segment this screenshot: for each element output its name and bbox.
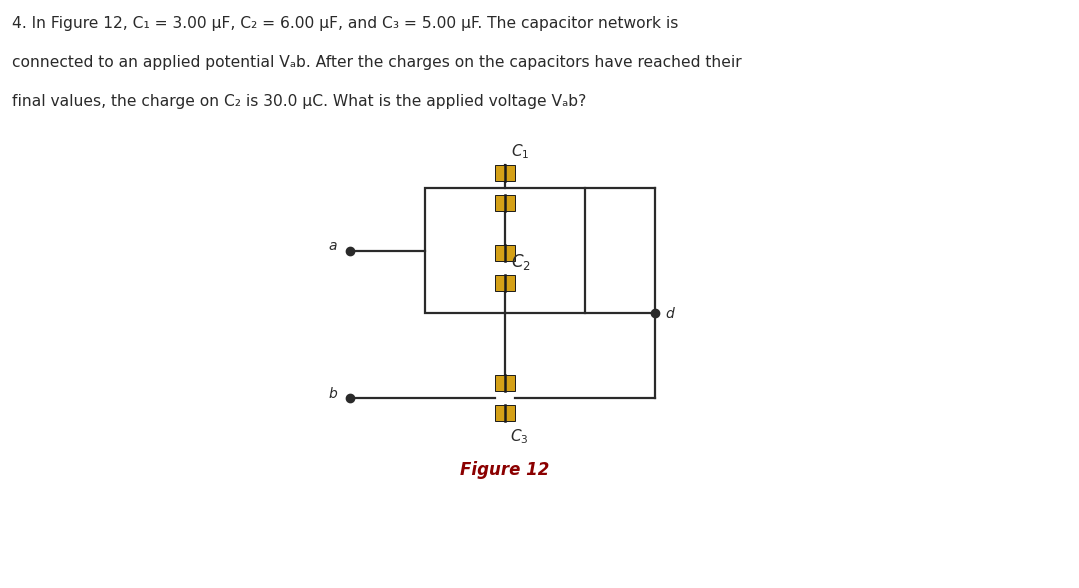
Bar — [425, 188, 585, 313]
Text: final values, the charge on C₂ is 30.0 μC. What is the applied voltage Vₐb?: final values, the charge on C₂ is 30.0 μ… — [12, 94, 586, 109]
Text: $C_3$: $C_3$ — [510, 427, 529, 446]
Text: $b$: $b$ — [328, 386, 338, 400]
Bar — [495, 165, 515, 181]
Bar — [495, 195, 515, 211]
Text: $a$: $a$ — [328, 239, 338, 252]
Bar — [495, 405, 515, 421]
Text: $C_1$: $C_1$ — [511, 142, 530, 161]
Text: $C_2$: $C_2$ — [511, 252, 531, 272]
Text: 4. In Figure 12, C₁ = 3.00 μF, C₂ = 6.00 μF, and C₃ = 5.00 μF. The capacitor net: 4. In Figure 12, C₁ = 3.00 μF, C₂ = 6.00… — [12, 16, 679, 31]
Text: Figure 12: Figure 12 — [461, 461, 549, 479]
Bar — [495, 275, 515, 291]
Bar — [495, 245, 515, 261]
Text: connected to an applied potential Vₐb. After the charges on the capacitors have : connected to an applied potential Vₐb. A… — [12, 55, 741, 70]
Bar — [495, 375, 515, 391]
Text: $d$: $d$ — [665, 306, 675, 320]
